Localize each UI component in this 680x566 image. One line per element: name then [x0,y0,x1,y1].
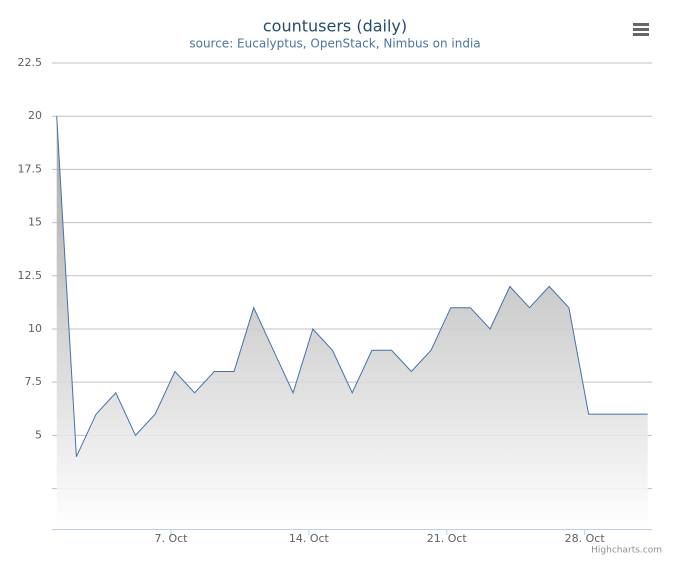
chart-subtitle: source: Eucalyptus, OpenStack, Nimbus on… [189,37,480,51]
y-tick-label: 5 [35,428,42,441]
x-tick-label: 14. Oct [289,532,330,545]
y-tick-label: 20 [28,109,42,122]
area-line [56,116,648,457]
x-tick-label: 7. Oct [154,532,188,545]
area-fill [56,116,648,529]
y-tick-label: 7.5 [25,375,43,388]
x-tick-label: 21. Oct [427,532,468,545]
y-tick-label: 12.5 [18,269,43,282]
y-tick-label: 17.5 [18,162,43,175]
chart-title: countusers (daily) [263,17,407,36]
menu-button[interactable] [630,18,652,40]
y-tick-label: 22.5 [18,56,43,69]
x-tick-label: 28. Oct [565,532,606,545]
credits[interactable]: Highcharts.com [591,546,662,556]
menu-icon[interactable] [633,23,649,36]
y-tick-label: 10 [28,322,42,335]
y-tick-label: 15 [28,216,42,229]
